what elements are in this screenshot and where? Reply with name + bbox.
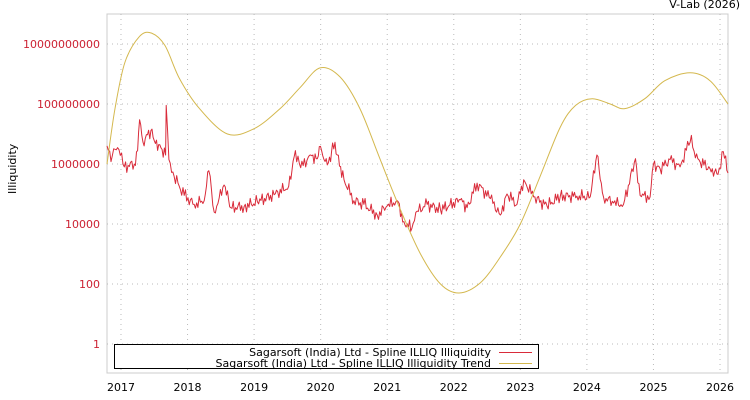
x-tick-label: 2020	[307, 381, 335, 394]
y-tick-label: 1	[93, 338, 100, 351]
chart-credit: V-Lab (2026)	[669, 0, 740, 11]
x-tick-label: 2026	[706, 381, 734, 394]
x-tick-label: 2025	[639, 381, 667, 394]
x-tick-label: 2024	[573, 381, 601, 394]
y-tick-label: 100000000	[37, 98, 100, 111]
y-tick-label: 1000000	[51, 158, 100, 171]
legend: Sagarsoft (India) Ltd - Spline ILLIQ Ill…	[114, 344, 539, 370]
y-tick-label: 10000000000	[23, 38, 100, 51]
legend-label: Sagarsoft (India) Ltd - Spline ILLIQ Ill…	[249, 345, 491, 359]
x-tick-label: 2022	[440, 381, 468, 394]
x-axis-ticks: 2017 2018 2019 2020 2021 2022 2023 2024 2025 2026	[107, 381, 734, 394]
legend-item-trend: Sagarsoft (India) Ltd - Spline ILLIQ Ill…	[215, 356, 532, 370]
x-tick-label: 2019	[240, 381, 268, 394]
x-tick-label: 2017	[107, 381, 135, 394]
x-tick-label: 2023	[506, 381, 534, 394]
series-lines	[106, 31, 729, 294]
x-tick-label: 2018	[174, 381, 202, 394]
legend-item-illiquidity: Sagarsoft (India) Ltd - Spline ILLIQ Ill…	[249, 345, 532, 359]
y-axis-ticks: 10000000000 100000000 1000000 10000 100 1	[23, 38, 100, 351]
illiquidity-line	[106, 104, 729, 232]
y-tick-label: 100	[79, 278, 100, 291]
legend-label: Sagarsoft (India) Ltd - Spline ILLIQ Ill…	[215, 356, 491, 370]
legend-swatch-red	[499, 351, 532, 353]
plot-area	[106, 13, 729, 374]
x-tick-label: 2021	[373, 381, 401, 394]
trend-line	[106, 31, 729, 294]
y-tick-label: 10000	[65, 218, 100, 231]
legend-swatch-gold	[499, 362, 532, 364]
